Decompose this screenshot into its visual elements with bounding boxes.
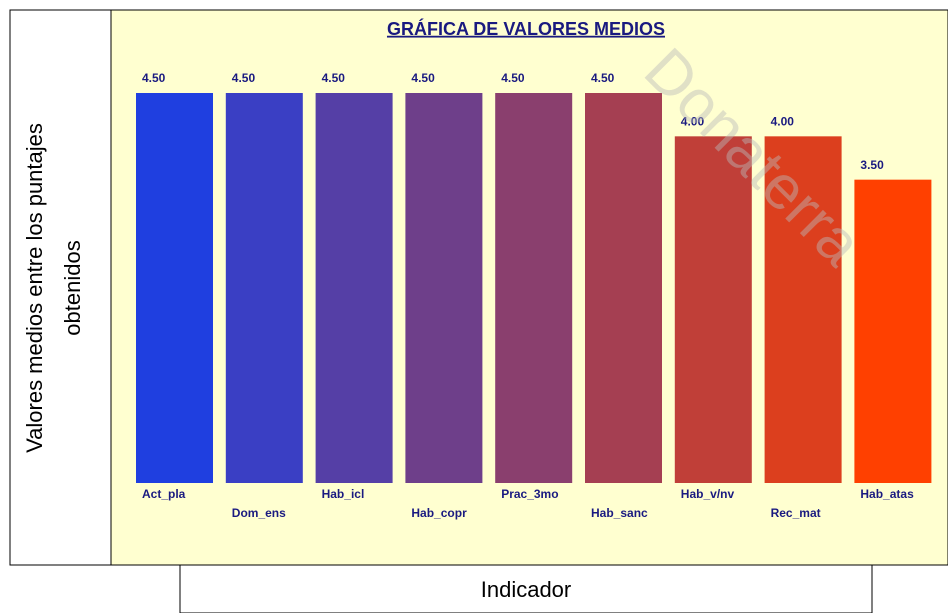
bar [674, 136, 752, 484]
x-tick-label: Hab_atas [860, 487, 914, 501]
value-label: 4.00 [771, 115, 795, 129]
value-label: 4.50 [322, 71, 346, 85]
x-tick-label: Prac_3mo [501, 487, 558, 501]
value-label: 4.50 [501, 71, 525, 85]
bar [136, 93, 213, 483]
x-tick-label: Hab_icl [322, 487, 365, 501]
y-label-box [9, 9, 112, 566]
value-label: 4.50 [142, 71, 166, 85]
value-label: 4.00 [681, 115, 705, 129]
x-tick-label: Hab_sanc [591, 506, 648, 520]
bar [585, 93, 662, 483]
x-axis-label: Indicador [481, 577, 572, 602]
bar [315, 93, 393, 483]
value-label: 4.50 [591, 71, 615, 85]
bar [495, 93, 573, 483]
value-label: 4.50 [232, 71, 256, 85]
bar [225, 93, 303, 483]
bar [405, 93, 483, 483]
x-tick-label: Hab_v/nv [681, 487, 735, 501]
y-axis-label: obtenidos [60, 240, 85, 335]
bar [764, 136, 842, 484]
value-label: 4.50 [411, 71, 435, 85]
bar [854, 179, 932, 483]
y-axis-label: Valores medios entre los puntajes [22, 123, 47, 453]
bars: 4.50 Act_pla 4.50 Dom_ens 4.50 Hab_icl 4.50 Hab… [136, 71, 932, 520]
chart-title: GRÁFICA DE VALORES MEDIOS [387, 18, 665, 39]
x-tick-label: Act_pla [142, 487, 186, 501]
x-tick-label: Dom_ens [232, 506, 286, 520]
x-tick-label: Rec_mat [771, 506, 821, 520]
x-label-box [179, 564, 873, 613]
x-tick-label: Hab_copr [411, 506, 467, 520]
value-label: 3.50 [860, 158, 884, 172]
